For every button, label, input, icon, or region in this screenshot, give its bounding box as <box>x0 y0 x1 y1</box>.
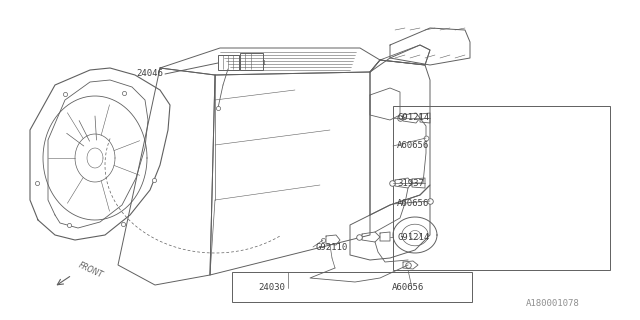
Bar <box>232 272 472 302</box>
Text: A60656: A60656 <box>397 141 429 150</box>
Text: 24046: 24046 <box>136 69 163 78</box>
Bar <box>393 106 610 270</box>
Text: A180001078: A180001078 <box>526 299 580 308</box>
Text: A60656: A60656 <box>397 199 429 209</box>
Text: G92110: G92110 <box>315 243 348 252</box>
Text: 1: 1 <box>261 60 266 66</box>
Text: FRONT: FRONT <box>77 260 104 280</box>
FancyBboxPatch shape <box>218 54 239 69</box>
Text: 24030: 24030 <box>258 284 285 292</box>
Text: 31937: 31937 <box>397 179 424 188</box>
Text: G91214: G91214 <box>397 114 429 123</box>
Text: G91214: G91214 <box>397 233 429 242</box>
Text: A60656: A60656 <box>392 284 424 292</box>
FancyBboxPatch shape <box>239 52 262 69</box>
